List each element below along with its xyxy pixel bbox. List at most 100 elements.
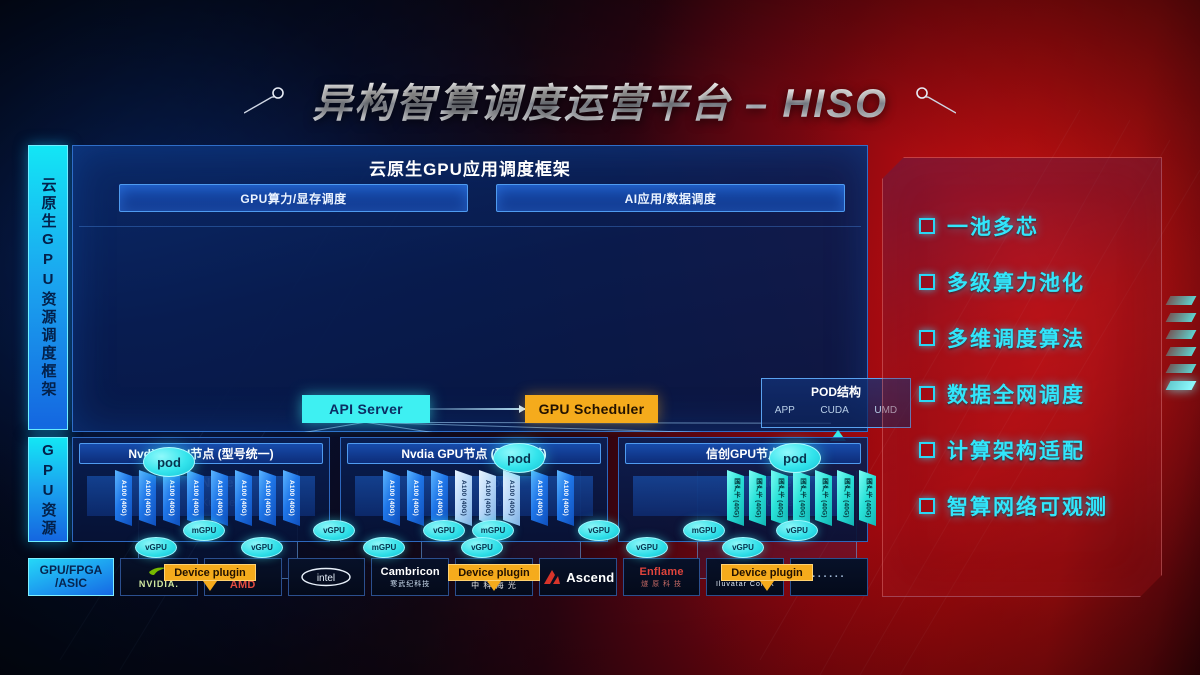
- slide-title-bar: 异构智算调度运营平台 – HISO: [0, 72, 1200, 128]
- floating-gpu-vgpu-3[interactable]: vGPU: [626, 537, 668, 558]
- svg-text:intel: intel: [317, 573, 335, 584]
- checkbox-icon: [919, 330, 935, 346]
- pod-2[interactable]: pod: [493, 443, 545, 473]
- gpu-card: 国产卡 (40G): [859, 470, 876, 526]
- gpu-card: 国产卡 (40G): [727, 470, 744, 526]
- gpu-card-label: 国产卡 (40G): [820, 478, 828, 518]
- pill-ai-app-data-scheduling[interactable]: AI应用/数据调度: [496, 184, 845, 212]
- device-plugin-2-arrow-icon: [487, 581, 501, 591]
- feature-highlights-panel: 一池多芯 多级算力池化 多维调度算法 数据全网调度 计算架构适配 智算网络可观测: [882, 157, 1162, 597]
- gpu-card-label: 国产卡 (40G): [776, 478, 784, 518]
- gpu-card: A100 (40G): [455, 470, 472, 526]
- gpu-scheduler-node[interactable]: GPU Scheduler: [525, 395, 658, 423]
- gpu-node-3-mgpu[interactable]: mGPU: [683, 520, 725, 541]
- gpu-card-label: A100 (40G): [144, 480, 151, 516]
- vendor-logo-ascend[interactable]: Ascend: [538, 558, 617, 596]
- device-plugin-3[interactable]: Device plugin: [721, 564, 813, 581]
- gpu-card: A100 (40G): [531, 470, 548, 526]
- gpu-node-1-mgpu[interactable]: mGPU: [183, 520, 225, 541]
- gpu-card: A100 (40G): [407, 470, 424, 526]
- gpu-card-label: A100 (40G): [536, 480, 543, 516]
- sidebar-label-1-text: 云原生GPU资源调度框架: [39, 176, 57, 399]
- device-plugin-2[interactable]: Device plugin: [448, 564, 540, 581]
- feature-item-2[interactable]: 多维调度算法: [919, 310, 1149, 366]
- gpu-card: A100 (40G): [139, 470, 156, 526]
- device-plugin-1-arrow-icon: [203, 581, 217, 591]
- gpu-node-1-vgpu-b[interactable]: vGPU: [241, 537, 283, 558]
- pod-structure-box: POD结构 APP CUDA UMD: [761, 378, 911, 428]
- gpu-card: A100 (40G): [115, 470, 132, 526]
- gpu-node-2-vgpu-b[interactable]: vGPU: [461, 537, 503, 558]
- gpu-node-1-vgpu-a[interactable]: vGPU: [135, 537, 177, 558]
- gpu-card: A100 (40G): [187, 470, 204, 526]
- feature-label: 多维调度算法: [947, 328, 1085, 351]
- pod-3[interactable]: pod: [769, 443, 821, 473]
- feature-item-4[interactable]: 计算架构适配: [919, 422, 1149, 478]
- gpu-card-label: A100 (40G): [388, 480, 395, 516]
- feature-label: 智算网络可观测: [947, 496, 1108, 519]
- pod-structure-item-app: APP: [774, 405, 795, 416]
- vendor-category-line1: GPU/FPGA: [39, 563, 103, 578]
- panel-edge-stripes-decoration: [1165, 296, 1197, 416]
- gpu-card-label: A100 (40G): [436, 480, 443, 516]
- vendor-logo-cambricon[interactable]: Cambricon 寒武纪科技: [371, 558, 450, 596]
- device-plugin-1[interactable]: Device plugin: [164, 564, 256, 581]
- api-server-label: API Server: [329, 401, 403, 417]
- feature-item-5[interactable]: 智算网络可观测: [919, 478, 1149, 534]
- gpu-node-2-vgpu-a[interactable]: vGPU: [423, 520, 465, 541]
- gpu-card: A100 (40G): [479, 470, 496, 526]
- gpu-card-label: A100 (40G): [460, 480, 467, 516]
- vendor-name: AMD: [229, 578, 256, 591]
- feature-item-1[interactable]: 多级算力池化: [919, 254, 1149, 310]
- gpu-card-label: A100 (40G): [192, 480, 199, 516]
- feature-item-3[interactable]: 数据全网调度: [919, 366, 1149, 422]
- pill-gpu-compute-scheduling[interactable]: GPU算力/显存调度: [119, 184, 468, 212]
- floating-gpu-vgpu-1[interactable]: vGPU: [313, 520, 355, 541]
- gpu-card-label: A100 (40G): [120, 480, 127, 516]
- feature-list: 一池多芯 多级算力池化 多维调度算法 数据全网调度 计算架构适配 智算网络可观测: [919, 198, 1149, 534]
- gpu-resource-section: Nvdia GPU节点 (型号统一) A100 (40G) A100 (40G)…: [72, 437, 868, 542]
- gpu-card-label: 国产卡 (40G): [864, 478, 872, 518]
- gpu-card-label: A100 (40G): [508, 480, 515, 516]
- gpu-card: A100 (40G): [211, 470, 228, 526]
- vendor-name: Enflame: [639, 565, 684, 578]
- gpu-card: A100 (40G): [431, 470, 448, 526]
- feature-item-0[interactable]: 一池多芯: [919, 198, 1149, 254]
- gpu-card-label: A100 (40G): [562, 480, 569, 516]
- title-right-decoration-icon: [916, 87, 957, 114]
- vendor-logo-intel[interactable]: intel: [287, 558, 366, 596]
- feature-label: 数据全网调度: [947, 384, 1085, 407]
- gpu-node-3-vgpu-b[interactable]: vGPU: [776, 520, 818, 541]
- floating-gpu-vgpu-2[interactable]: vGPU: [578, 520, 620, 541]
- sidebar-label-cloud-native-framework: 云原生GPU资源调度框架: [28, 145, 68, 430]
- framework-title: 云原生GPU应用调度框架: [369, 160, 571, 179]
- gpu-card: A100 (40G): [557, 470, 574, 526]
- pod-structure-item-umd: UMD: [874, 405, 897, 416]
- gpu-card: A100 (40G): [383, 470, 400, 526]
- api-server-node[interactable]: API Server: [302, 395, 430, 423]
- pod-1[interactable]: pod: [143, 447, 195, 477]
- vendor-name: ······: [812, 571, 847, 583]
- checkbox-icon: [919, 386, 935, 402]
- gpu-card-label: A100 (40G): [168, 480, 175, 516]
- device-plugin-3-arrow-icon: [760, 581, 774, 591]
- feature-label: 计算架构适配: [947, 440, 1085, 463]
- checkbox-icon: [919, 218, 935, 234]
- checkbox-icon: [919, 498, 935, 514]
- gpu-node-3-vgpu-a[interactable]: vGPU: [722, 537, 764, 558]
- pill-0-label: GPU算力/显存调度: [240, 191, 347, 206]
- checkbox-icon: [919, 274, 935, 290]
- vendor-logo-enflame[interactable]: Enflame 燧 原 科 技: [622, 558, 701, 596]
- scheduler-pill-row: GPU算力/显存调度 AI应用/数据调度: [119, 184, 845, 212]
- vendor-subname: 燧 原 科 技: [641, 580, 682, 588]
- checkbox-icon: [919, 442, 935, 458]
- architecture-panel: 云原生GPU资源调度框架 GPU资源 云原生GPU应用调度框架 GPU算力/显存…: [28, 145, 911, 597]
- gpu-card-label: 国产卡 (40G): [842, 478, 850, 518]
- vendor-subname: Iluvatar CoreX: [715, 580, 775, 588]
- gpu-card: A100 (40G): [283, 470, 300, 526]
- feature-label: 一池多芯: [947, 216, 1039, 239]
- gpu-card-label: A100 (40G): [264, 480, 271, 516]
- gpu-group-1: Nvdia GPU节点 (型号统一) A100 (40G) A100 (40G)…: [72, 437, 330, 542]
- floating-gpu-mgpu-1[interactable]: mGPU: [363, 537, 405, 558]
